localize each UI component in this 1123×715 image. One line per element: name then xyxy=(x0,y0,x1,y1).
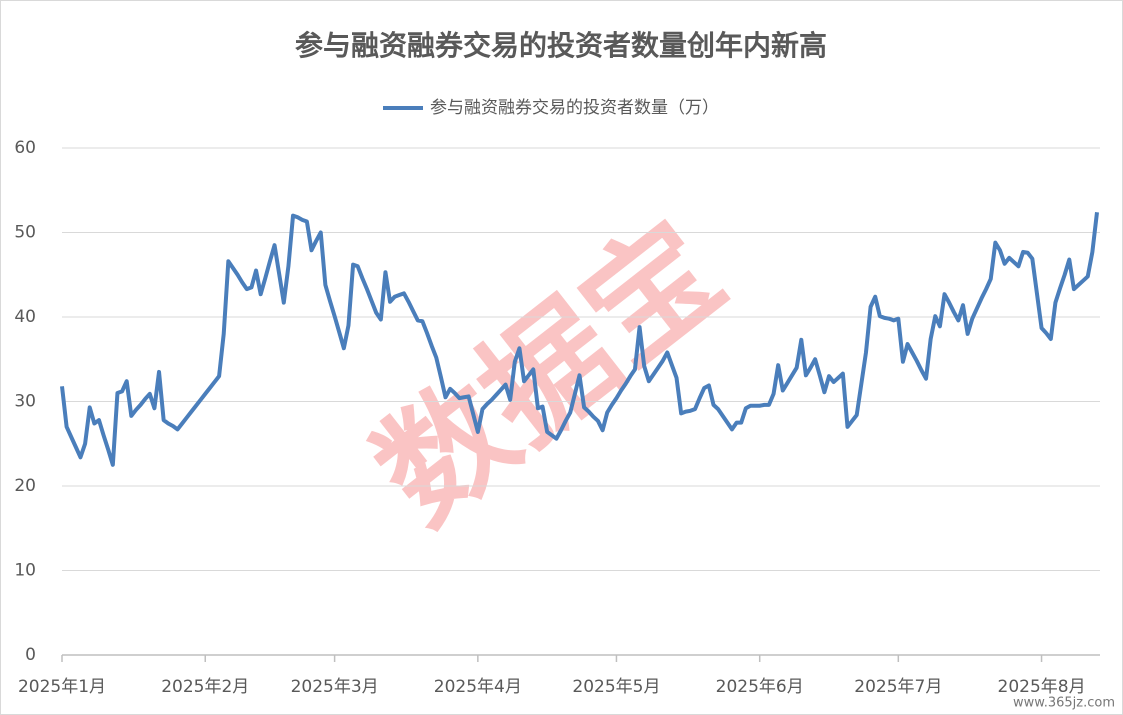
y-tick-label: 10 xyxy=(14,561,36,581)
y-tick-label: 50 xyxy=(14,223,36,243)
x-tick-label: 2025年3月 xyxy=(291,677,379,697)
y-tick-label: 60 xyxy=(14,138,36,158)
legend-label: 参与融资融券交易的投资者数量（万） xyxy=(430,98,719,118)
x-tick-label: 2025年8月 xyxy=(998,677,1086,697)
data-line xyxy=(60,211,1099,467)
x-tick-label: 2025年4月 xyxy=(434,677,522,697)
footer: www.365jz.com xyxy=(1013,696,1115,711)
x-tick-label: 2025年1月 xyxy=(18,677,106,697)
y-tick-label: 30 xyxy=(14,392,36,412)
x-tick-label: 2025年2月 xyxy=(161,677,249,697)
x-tick-label: 2025年7月 xyxy=(854,677,942,697)
x-tick-label: 2025年5月 xyxy=(572,677,660,697)
y-tick-label: 0 xyxy=(25,645,36,665)
y-tick-label: 20 xyxy=(14,476,36,496)
chart-title: 参与融资融券交易的投资者数量创年内新高 xyxy=(295,29,827,62)
y-tick-label: 40 xyxy=(14,307,36,327)
x-tick-label: 2025年6月 xyxy=(716,677,804,697)
